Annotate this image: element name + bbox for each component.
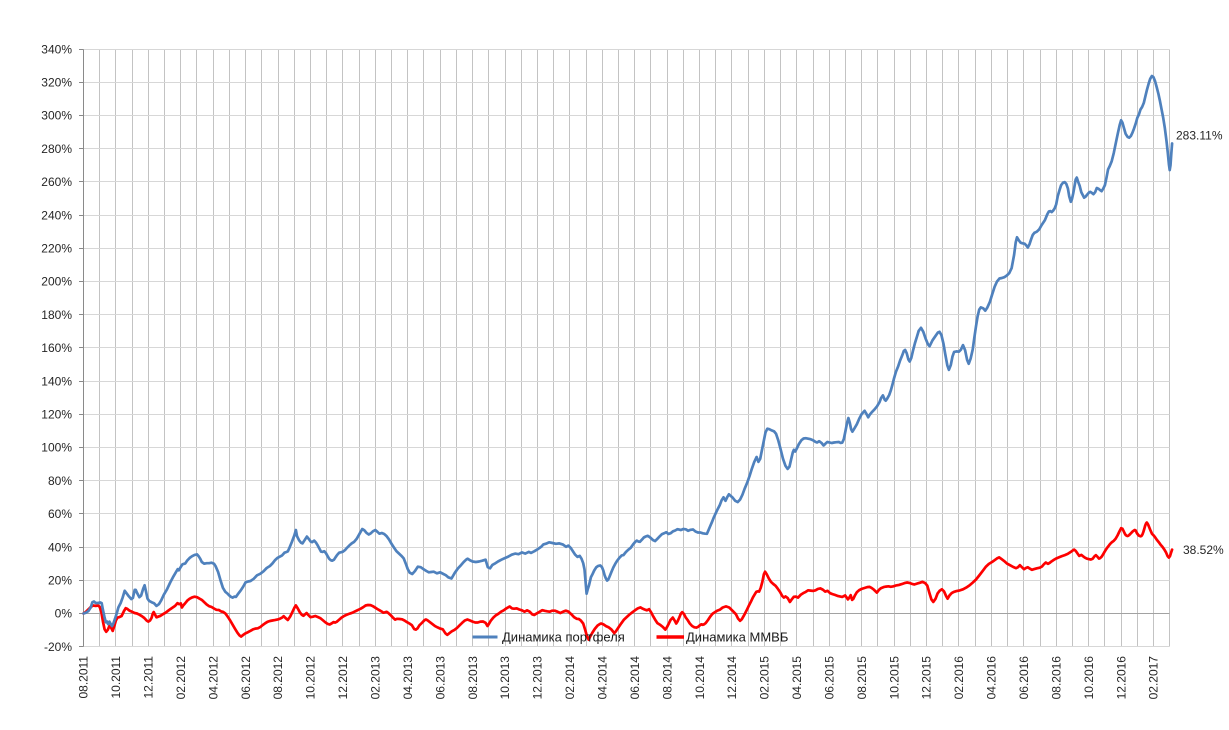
svg-text:0%: 0% bbox=[55, 607, 73, 621]
svg-text:08.2011: 08.2011 bbox=[77, 656, 91, 699]
svg-text:02.2013: 02.2013 bbox=[369, 656, 383, 700]
svg-text:12.2013: 12.2013 bbox=[531, 656, 545, 700]
svg-text:10.2014: 10.2014 bbox=[693, 656, 707, 700]
svg-text:06.2015: 06.2015 bbox=[823, 656, 837, 700]
svg-text:02.2012: 02.2012 bbox=[174, 656, 188, 700]
svg-text:06.2014: 06.2014 bbox=[628, 656, 642, 700]
svg-text:02.2017: 02.2017 bbox=[1147, 656, 1161, 700]
svg-text:02.2014: 02.2014 bbox=[563, 656, 577, 700]
svg-text:08.2014: 08.2014 bbox=[660, 656, 674, 700]
svg-text:10.2013: 10.2013 bbox=[498, 656, 512, 700]
svg-text:10.2015: 10.2015 bbox=[887, 656, 901, 700]
svg-text:280%: 280% bbox=[41, 142, 72, 156]
svg-text:08.2015: 08.2015 bbox=[855, 656, 869, 700]
svg-text:320%: 320% bbox=[41, 76, 72, 90]
svg-text:04.2016: 04.2016 bbox=[985, 656, 999, 700]
svg-text:Динамика портфеля: Динамика портфеля bbox=[502, 630, 625, 645]
svg-text:06.2012: 06.2012 bbox=[239, 656, 253, 700]
svg-text:12.2014: 12.2014 bbox=[725, 656, 739, 700]
svg-text:12.2015: 12.2015 bbox=[920, 656, 934, 700]
svg-text:Динамика ММВБ: Динамика ММВБ bbox=[686, 630, 788, 645]
svg-text:300%: 300% bbox=[41, 109, 72, 123]
svg-text:60%: 60% bbox=[48, 507, 72, 521]
svg-text:10.2012: 10.2012 bbox=[304, 656, 318, 700]
svg-text:04.2015: 04.2015 bbox=[790, 656, 804, 700]
svg-text:140%: 140% bbox=[41, 374, 72, 388]
svg-text:240%: 240% bbox=[41, 208, 72, 222]
svg-text:180%: 180% bbox=[41, 308, 72, 322]
svg-text:04.2012: 04.2012 bbox=[206, 656, 220, 700]
svg-text:10.2016: 10.2016 bbox=[1082, 656, 1096, 700]
svg-text:12.2012: 12.2012 bbox=[336, 656, 350, 700]
svg-text:12.2011: 12.2011 bbox=[142, 656, 156, 699]
svg-text:38.52%: 38.52% bbox=[1183, 543, 1224, 557]
svg-text:20%: 20% bbox=[48, 574, 72, 588]
svg-text:100%: 100% bbox=[41, 441, 72, 455]
svg-text:220%: 220% bbox=[41, 242, 72, 256]
svg-text:40%: 40% bbox=[48, 540, 72, 554]
svg-text:200%: 200% bbox=[41, 275, 72, 289]
svg-text:120%: 120% bbox=[41, 408, 72, 422]
svg-text:260%: 260% bbox=[41, 175, 72, 189]
svg-text:80%: 80% bbox=[48, 474, 72, 488]
svg-text:06.2013: 06.2013 bbox=[433, 656, 447, 700]
svg-text:12.2016: 12.2016 bbox=[1114, 656, 1128, 700]
svg-text:08.2016: 08.2016 bbox=[1049, 656, 1063, 700]
svg-text:04.2013: 04.2013 bbox=[401, 656, 415, 700]
svg-text:-20%: -20% bbox=[44, 640, 72, 654]
svg-text:10.2011: 10.2011 bbox=[109, 656, 123, 699]
svg-text:02.2015: 02.2015 bbox=[758, 656, 772, 700]
svg-text:08.2012: 08.2012 bbox=[271, 656, 285, 700]
svg-text:04.2014: 04.2014 bbox=[596, 656, 610, 700]
svg-text:340%: 340% bbox=[41, 42, 72, 56]
svg-text:06.2016: 06.2016 bbox=[1017, 656, 1031, 700]
svg-text:08.2013: 08.2013 bbox=[466, 656, 480, 700]
svg-text:160%: 160% bbox=[41, 341, 72, 355]
svg-text:283.11%: 283.11% bbox=[1176, 129, 1223, 143]
svg-text:02.2016: 02.2016 bbox=[952, 656, 966, 700]
